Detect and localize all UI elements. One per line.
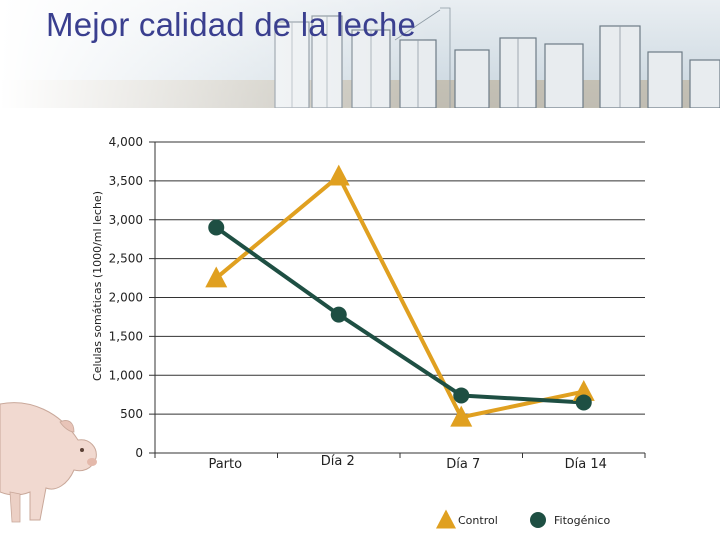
- series-layer: [205, 164, 595, 427]
- legend: Control Fitogénico: [436, 509, 610, 529]
- x-category-label: Día 14: [565, 457, 607, 472]
- x-category-label: Parto: [208, 457, 242, 472]
- y-tick-label: 2,500: [109, 252, 143, 266]
- y-tick-label: 3,000: [109, 213, 143, 227]
- data-point-control: [205, 266, 228, 288]
- series-line-0: [214, 174, 585, 420]
- y-tick-label: 4,000: [109, 135, 143, 149]
- farm-silos-illustration: [0, 0, 720, 108]
- data-point-fitogenico: [575, 394, 592, 411]
- y-axis-ticks: 0 500 1,000 1,500 2,000 2,500 3,000 3,500 4,000: [109, 135, 143, 460]
- slide-title: Mejor calidad de la leche: [46, 6, 417, 43]
- legend-marker-control: [436, 509, 456, 529]
- data-point-control: [572, 380, 595, 401]
- data-point-control: [450, 405, 473, 427]
- y-tick-label: 3,500: [109, 174, 143, 188]
- x-axis-categories: Parto Día 2 Día 7 Día 14: [208, 454, 606, 472]
- series-line-1: [215, 225, 584, 405]
- y-tick-label: 2,000: [109, 291, 143, 305]
- y-tick-label: 0: [135, 446, 143, 460]
- data-point-fitogenico: [453, 387, 470, 404]
- y-tick-label: 1,000: [109, 368, 143, 382]
- header-banner: [0, 0, 720, 108]
- x-category-label: Día 2: [321, 454, 355, 469]
- gridlines: [149, 141, 646, 458]
- data-point-fitogenico: [330, 306, 347, 323]
- legend-marker-fitogenico: [530, 512, 546, 528]
- data-point-control: [327, 164, 350, 186]
- y-tick-label: 500: [120, 407, 143, 421]
- data-point-fitogenico: [208, 219, 225, 236]
- y-tick-label: 1,500: [109, 329, 143, 343]
- x-category-label: Día 7: [446, 457, 480, 472]
- legend-label: Fitogénico: [554, 514, 610, 527]
- legend-label: Control: [458, 514, 498, 527]
- pig-photo: [0, 402, 97, 523]
- y-axis-title: Celulas somáticas (1000/ml leche): [91, 191, 104, 381]
